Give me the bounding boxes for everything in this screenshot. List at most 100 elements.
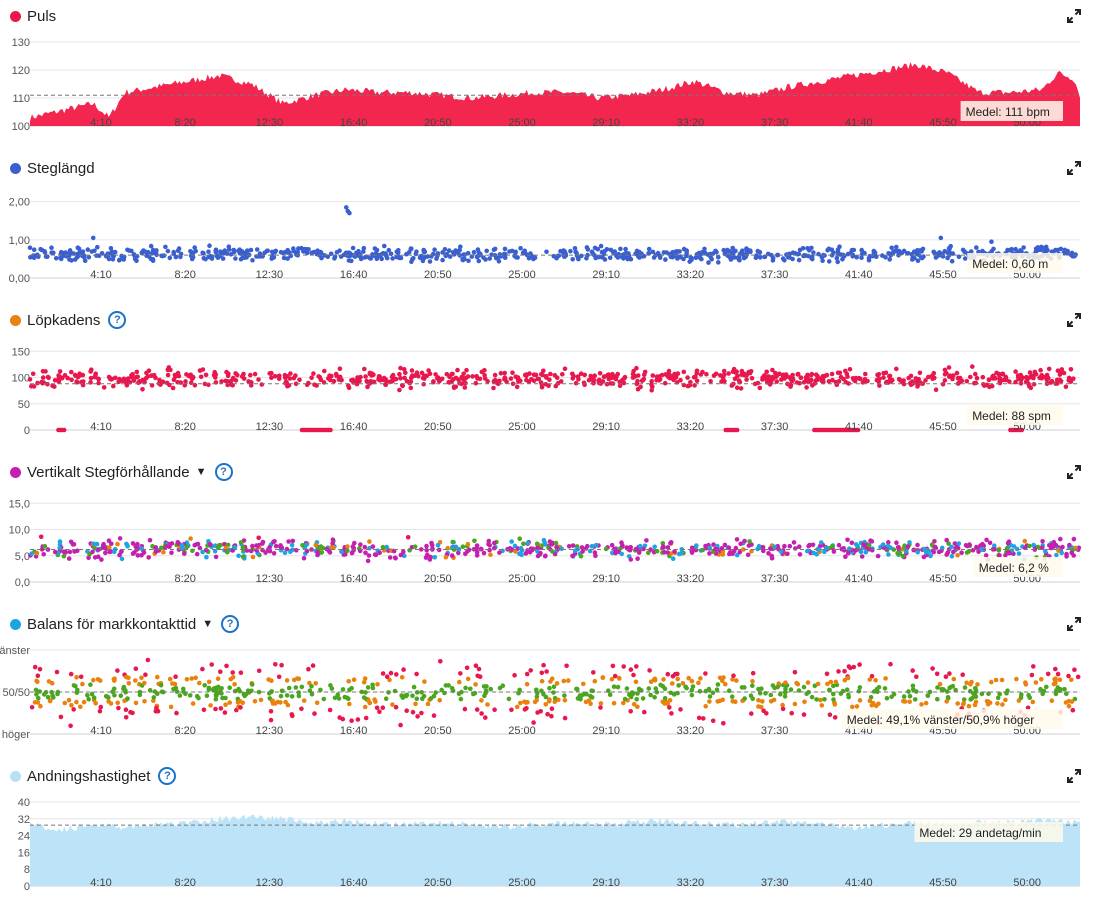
data-point [726,371,731,376]
data-point [133,678,138,683]
data-point [997,379,1002,385]
data-point [365,558,371,564]
data-point [119,556,125,562]
x-tick-label: 29:10 [592,877,620,889]
data-point [967,542,972,547]
data-point [94,541,100,547]
data-point [723,681,728,687]
data-point [1045,671,1051,677]
data-point [383,382,388,387]
expand-icon[interactable] [1067,465,1081,479]
data-point [540,372,545,378]
expand-icon[interactable] [1067,9,1081,23]
data-point [549,706,555,711]
data-point [804,385,809,390]
data-point [494,255,499,261]
expand-icon[interactable] [1067,313,1081,327]
chevron-down-icon[interactable]: ▼ [195,466,207,478]
data-point [734,537,740,542]
data-point [250,554,256,560]
data-point [273,543,279,549]
data-point [685,375,690,380]
series-area [30,62,1080,126]
data-point [756,698,761,703]
expand-icon[interactable] [1067,769,1081,783]
data-point [309,250,314,256]
data-point [707,551,712,556]
data-point [516,690,521,696]
data-point [409,368,415,373]
x-tick-label: 37:30 [761,725,789,737]
data-point [403,693,409,698]
data-point [596,380,602,386]
data-point [914,674,919,679]
data-point [57,374,63,380]
help-icon[interactable]: ? [221,615,240,633]
data-point [450,371,455,377]
expand-icon[interactable] [1067,161,1081,175]
help-icon[interactable]: ? [108,311,127,329]
data-point [562,715,568,721]
data-point [464,367,469,373]
data-point [309,684,314,689]
data-point [361,249,366,254]
data-point [404,708,410,713]
data-point [1071,536,1077,542]
data-point [503,255,508,260]
data-point [492,540,497,546]
data-point [506,696,512,702]
data-point [133,700,139,706]
data-point [457,679,462,685]
data-point [992,543,997,548]
data-point [621,700,626,706]
data-point [110,257,116,262]
data-point [497,378,502,384]
x-tick-label: 12:30 [256,573,284,585]
data-point [836,669,841,674]
data-point [646,251,652,256]
data-point [347,210,352,216]
data-point [59,249,64,255]
y-tick-label: 0,00 [9,273,30,285]
data-point [945,550,950,555]
data-point [999,677,1005,683]
data-point [433,372,438,377]
data-point [675,676,680,682]
data-point [769,556,775,561]
help-icon[interactable]: ? [214,463,233,481]
data-point [289,694,295,699]
data-point [734,427,740,433]
data-point [30,371,36,377]
data-point [309,691,315,697]
x-tick-label: 33:20 [677,573,705,585]
data-point [192,245,197,250]
data-point [387,677,392,683]
data-point [780,373,786,378]
data-point [365,685,371,690]
data-point [347,701,352,707]
data-point [593,542,599,548]
data-point [384,544,390,550]
data-point [349,718,354,723]
data-point [349,258,354,264]
data-point [463,380,468,386]
data-point [628,557,634,562]
data-point [1043,548,1048,554]
help-icon[interactable]: ? [158,767,177,785]
data-point [1064,691,1069,696]
x-tick-label: 12:30 [256,877,284,889]
data-point [743,254,748,260]
data-point [867,698,873,704]
data-point [347,687,352,693]
data-point [1039,676,1044,682]
data-point [383,696,389,701]
expand-icon[interactable] [1067,617,1081,631]
data-point [1014,676,1019,682]
y-tick-label: 120 [12,65,30,77]
data-point [985,701,991,707]
data-point [139,553,144,558]
data-point [29,705,35,710]
data-point [190,701,196,706]
chevron-down-icon[interactable]: ▼ [202,618,214,630]
data-point [522,372,528,378]
